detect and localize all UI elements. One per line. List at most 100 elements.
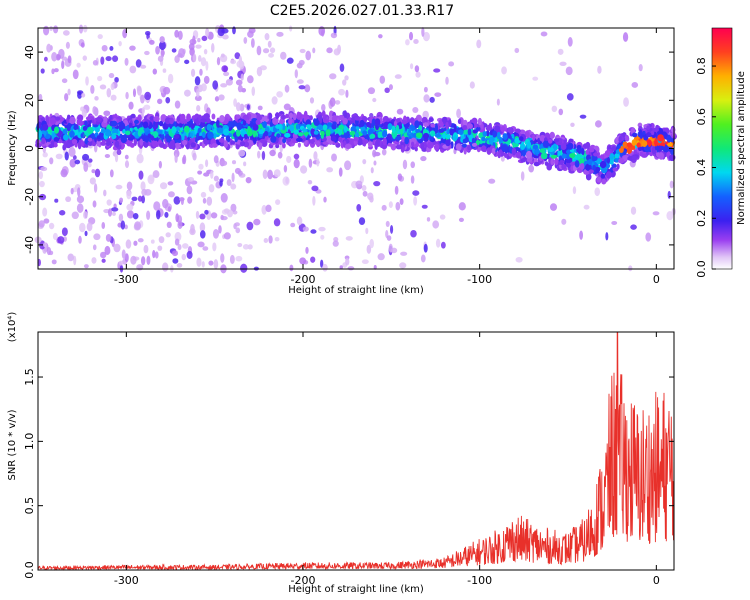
spectrogram-noise-cell <box>178 48 186 59</box>
spectrogram-noise-cell <box>312 195 316 206</box>
spectrogram-y-tick-label: 40 <box>23 45 36 59</box>
spectrogram-ridge-cell <box>169 117 174 125</box>
spectrogram-ridge-cell <box>120 135 127 144</box>
spectrogram-noise-cell <box>79 222 86 233</box>
spectrogram-noise-cell <box>296 216 303 226</box>
spectrogram-ridge-cell <box>457 118 462 125</box>
spectrogram-ridge-cell <box>175 142 181 147</box>
spectrogram-noise-cell <box>385 220 390 227</box>
spectrogram-ridge-cell <box>430 130 436 137</box>
spectrogram-ridge-cell <box>544 161 549 166</box>
spectrogram-noise-cell <box>53 68 59 73</box>
spectrogram-ridge-cell <box>295 137 303 143</box>
spectrogram-ridge-cell <box>151 139 158 148</box>
spectrogram-ridge-cell <box>445 134 451 140</box>
spectrogram-noise-cell <box>286 57 294 64</box>
spectrogram-ridge-cell <box>632 132 638 138</box>
spectrogram-noise-cell <box>366 244 372 254</box>
spectrogram-noise-cell <box>43 242 47 248</box>
spectrogram-ridge-cell <box>338 136 343 143</box>
spectrogram-noise-cell <box>141 188 148 196</box>
spectrogram-noise-cell <box>196 105 201 112</box>
spectrogram-noise-cell <box>201 261 205 268</box>
spectrogram-ridge-cell <box>296 111 301 118</box>
spectrogram-noise-cell <box>177 30 183 41</box>
spectrogram-ridge-cell <box>295 123 300 130</box>
spectrogram-noise-cell <box>181 253 187 261</box>
spectrogram-noise-cell <box>143 244 149 254</box>
spectrogram-noise-cell <box>318 226 326 232</box>
spectrogram-noise-cell <box>248 27 256 34</box>
spectrogram-noise-cell <box>61 78 68 84</box>
spectrogram-noise-cell <box>456 108 461 119</box>
spectrogram-ridge-cell <box>533 161 540 167</box>
spectrogram-noise-cell <box>394 74 402 79</box>
spectrogram-noise-cell <box>520 171 525 181</box>
spectrogram-ridge-cell <box>353 136 359 142</box>
spectrogram-ridge-cell <box>354 116 361 121</box>
spectrogram-noise-cell <box>51 68 55 75</box>
spectrogram-ridge-cell <box>258 129 265 135</box>
spectrogram-ridge-cell <box>316 124 324 131</box>
spectrogram-ridge-cell <box>668 146 673 153</box>
spectrogram-ridge-cell <box>494 125 501 132</box>
spectrogram-x-tick-label: -200 <box>291 273 316 286</box>
spectrogram-noise-cell <box>230 183 237 190</box>
spectrogram-noise-cell <box>167 206 172 212</box>
spectrogram-noise-cell <box>413 38 419 44</box>
spectrogram-noise-cell <box>190 68 196 78</box>
spectrogram-noise-cell <box>594 120 602 128</box>
spectrogram-ridge-cell <box>604 150 611 157</box>
spectrogram-noise-cell <box>217 27 225 37</box>
spectrogram-noise-cell <box>623 97 629 107</box>
spectrogram-ridge-cell <box>374 142 378 150</box>
spectrogram-ridge-cell <box>263 130 269 137</box>
spectrogram-ridge-cell <box>84 120 88 127</box>
spectrogram-noise-cell <box>440 241 446 249</box>
spectrogram-cells <box>34 24 678 274</box>
spectrogram-ridge-cell <box>343 125 348 133</box>
spectrogram-noise-cell <box>219 180 223 187</box>
spectrogram-noise-cell <box>386 235 392 241</box>
spectrogram-ridge-cell <box>374 118 381 126</box>
spectrogram-ridge-cell <box>176 115 181 122</box>
snr-x-axis-label: Height of straight line (km) <box>288 584 424 595</box>
spectrogram-noise-cell <box>423 243 428 253</box>
spectrogram-noise-cell <box>125 91 129 100</box>
spectrogram-noise-cell <box>146 210 151 221</box>
spectrogram-ridge-cell <box>514 128 521 134</box>
spectrogram-noise-cell <box>373 160 377 166</box>
spectrogram-ridge-cell <box>293 129 299 135</box>
spectrogram-noise-cell <box>101 258 106 263</box>
spectrogram-noise-cell <box>120 220 126 230</box>
spectrogram-noise-cell <box>175 213 179 223</box>
spectrogram-ridge-cell <box>280 114 287 120</box>
spectrogram-noise-cell <box>240 73 244 81</box>
spectrogram-ridge-cell <box>587 159 593 166</box>
spectrogram-ridge-cell <box>95 116 102 122</box>
spectrogram-noise-cell <box>299 257 307 265</box>
spectrogram-ridge-cell <box>53 141 58 148</box>
spectrogram-noise-cell <box>210 170 214 179</box>
spectrogram-noise-cell <box>124 57 129 66</box>
spectrogram-ridge-cell <box>110 120 118 127</box>
snr-x-tick-label: 0 <box>653 574 660 587</box>
spectrogram-noise-cell <box>532 76 539 81</box>
spectrogram-noise-cell <box>124 160 130 169</box>
spectrogram-ridge-cell <box>475 126 480 133</box>
spectrogram-ridge-cell <box>547 147 555 153</box>
spectrogram-ridge-cell <box>395 144 403 150</box>
spectrogram-ridge-cell <box>200 121 206 127</box>
spectrogram-ridge-cell <box>404 136 410 145</box>
spectrogram-ridge-cell <box>282 123 286 131</box>
spectrogram-noise-cell <box>182 243 189 249</box>
spectrogram-noise-cell <box>194 76 201 86</box>
spectrogram-noise-cell <box>557 48 564 55</box>
spectrogram-noise-cell <box>312 47 316 54</box>
spectrogram-ridge-cell <box>569 153 576 159</box>
spectrogram-noise-cell <box>275 199 281 206</box>
spectrogram-noise-cell <box>326 167 334 173</box>
spectrogram-ridge-cell <box>139 138 144 146</box>
spectrogram-x-tick-label: 0 <box>653 273 660 286</box>
spectrogram-ridge-cell <box>585 163 592 171</box>
